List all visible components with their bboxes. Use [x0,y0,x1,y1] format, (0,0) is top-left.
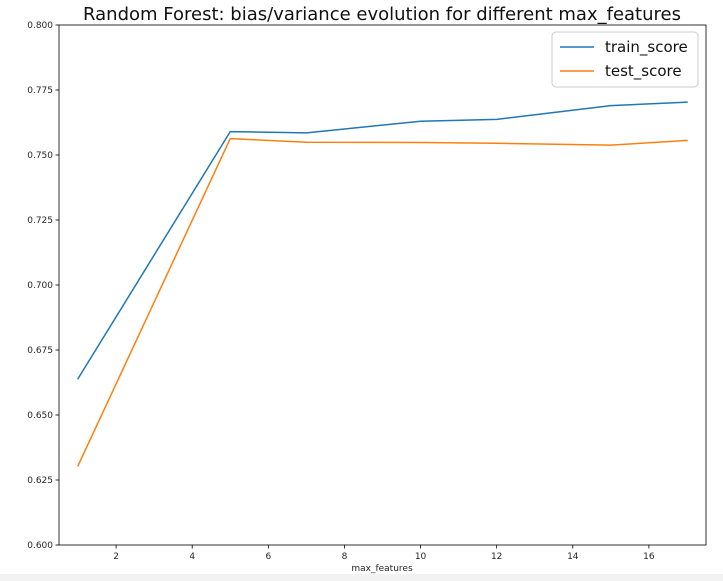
y-tick-label: 0.600 [27,541,53,551]
x-tick-label: 4 [189,552,195,562]
series-line-train-score [76,101,688,380]
y-axis: 0.600 0.625 0.650 0.675 0.700 0.725 0.750 0.775… [27,21,59,551]
y-tick-label: 0.700 [27,281,53,291]
y-tick-label: 0.750 [27,151,53,161]
y-tick-label: 0.775 [27,86,53,96]
x-tick-label: 2 [113,552,119,562]
series-lines [76,101,688,467]
legend-label: train_score [605,38,688,57]
x-tick-label: 10 [415,552,427,562]
y-tick-label: 0.800 [27,21,53,31]
y-tick-label: 0.725 [27,216,53,226]
y-tick-label: 0.675 [27,346,53,356]
x-axis-label: max_features [351,564,413,574]
legend-label: test_score [605,62,682,81]
x-axis: 2 4 6 8 10 12 14 16 [113,545,655,562]
plot-area [58,24,707,546]
legend-box [551,31,699,88]
x-tick-label: 14 [567,552,579,562]
y-tick-label: 0.650 [27,411,53,421]
series-line-test-score [77,137,688,467]
plot-frame [58,24,707,546]
x-tick-label: 6 [265,552,271,562]
x-tick-label: 12 [491,552,502,562]
x-tick-label: 16 [643,552,655,562]
bottom-strip [0,574,723,581]
chart-title: Random Forest: bias/variance evolution f… [83,4,681,25]
y-tick-label: 0.625 [27,476,53,486]
x-tick-label: 8 [342,552,348,562]
legend: train_score test_score [551,31,699,88]
